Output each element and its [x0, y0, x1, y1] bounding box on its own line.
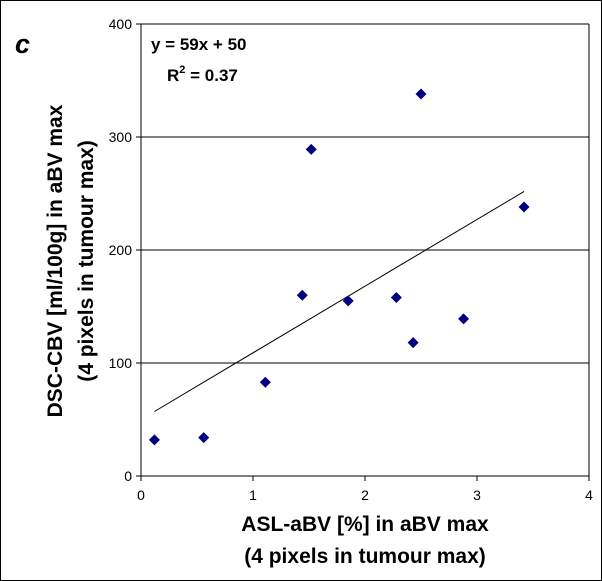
y-tick-label-3: 300	[109, 129, 133, 145]
panel-label: c	[15, 29, 30, 59]
y-tick-label-1: 100	[109, 355, 133, 371]
x-ticks: 0 1 2 3 4	[137, 476, 593, 503]
y-axis-title-line1: DSC-CBV [ml/100g] in aBV max	[44, 104, 67, 417]
y-axis-title-line2: (4 pixels in tumour max)	[75, 140, 98, 382]
y-ticks: 0 100 200 300 400	[109, 16, 141, 484]
data-point-3	[296, 289, 308, 301]
data-point-10	[518, 201, 530, 213]
plot-area: 0 100 200 300 400 0 1 2 3 4	[109, 16, 593, 503]
trendline	[154, 191, 525, 412]
data-point-7	[407, 337, 419, 349]
r-squared-value: = 0.37	[185, 66, 237, 85]
x-tick-label-0: 0	[137, 487, 145, 503]
regression-equation: y = 59x + 50	[151, 35, 246, 54]
r-squared-label: R2 = 0.37	[167, 64, 238, 85]
data-points	[148, 88, 530, 446]
y-tick-label-0: 0	[124, 468, 132, 484]
data-point-4	[305, 143, 317, 155]
data-point-9	[458, 313, 470, 325]
data-point-0	[148, 434, 160, 446]
r-squared-prefix: R	[167, 66, 179, 85]
x-tick-label-3: 3	[473, 487, 481, 503]
x-tick-label-2: 2	[361, 487, 369, 503]
data-point-6	[390, 291, 402, 303]
x-axis-title-line2: (4 pixels in tumour max)	[244, 545, 486, 568]
x-axis-title-line1: ASL-aBV [%] in aBV max	[241, 513, 489, 536]
data-point-2	[259, 376, 271, 388]
r-squared-sup: 2	[179, 64, 185, 76]
y-tick-label-4: 400	[109, 16, 133, 32]
data-point-1	[198, 432, 210, 444]
x-tick-label-4: 4	[585, 487, 593, 503]
x-tick-label-1: 1	[249, 487, 257, 503]
y-tick-label-2: 200	[109, 242, 133, 258]
data-point-5	[342, 295, 354, 307]
gridlines	[141, 136, 589, 364]
data-point-8	[415, 88, 427, 100]
